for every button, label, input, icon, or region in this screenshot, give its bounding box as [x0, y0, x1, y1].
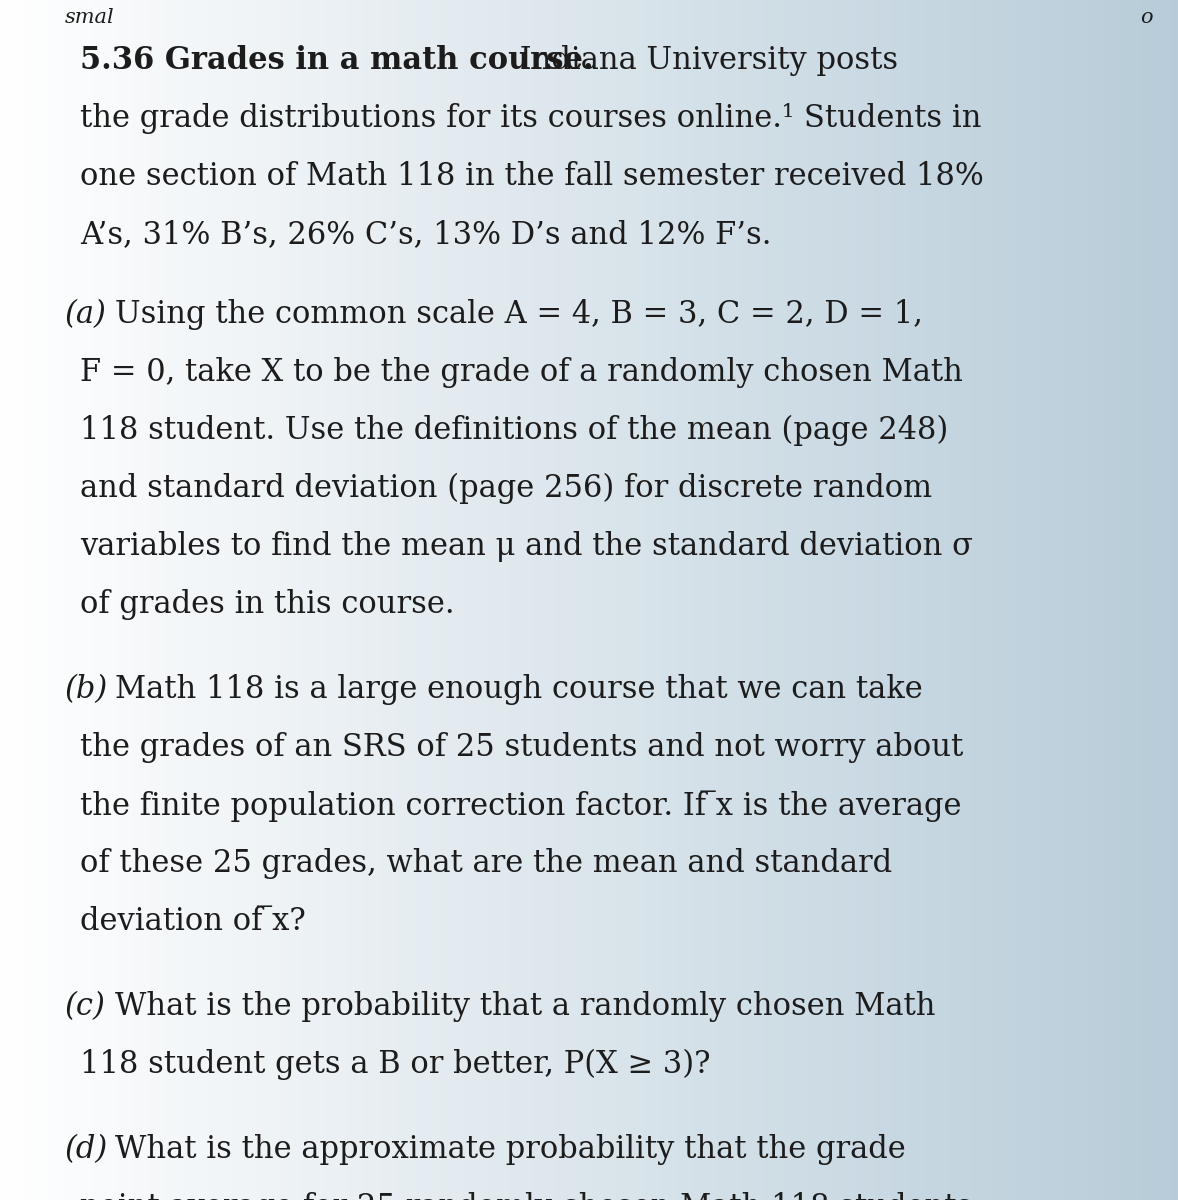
- Text: What is the probability that a randomly chosen Math: What is the probability that a randomly …: [115, 991, 935, 1022]
- Text: A’s, 31% B’s, 26% C’s, 13% D’s and 12% F’s.: A’s, 31% B’s, 26% C’s, 13% D’s and 12% F…: [80, 218, 772, 250]
- Text: of grades in this course.: of grades in this course.: [80, 589, 455, 620]
- Text: (a): (a): [65, 299, 107, 330]
- Text: one section of Math 118 in the fall semester received 18%: one section of Math 118 in the fall seme…: [80, 161, 984, 192]
- Text: point average for 25 randomly chosen Math 118 students: point average for 25 randomly chosen Mat…: [80, 1192, 972, 1200]
- Text: the grade distributions for its courses online.¹ Students in: the grade distributions for its courses …: [80, 103, 981, 134]
- Text: o: o: [1140, 8, 1152, 26]
- Text: 118 student. Use the definitions of the mean (page 248): 118 student. Use the definitions of the …: [80, 415, 948, 446]
- Text: F = 0, take X to be the grade of a randomly chosen Math: F = 0, take X to be the grade of a rando…: [80, 358, 962, 388]
- Text: 5.36 Grades in a math course.: 5.36 Grades in a math course.: [80, 44, 594, 76]
- Text: of these 25 grades, what are the mean and standard: of these 25 grades, what are the mean an…: [80, 848, 892, 878]
- Text: smal: smal: [65, 8, 114, 26]
- Text: (c): (c): [65, 991, 106, 1022]
- Text: variables to find the mean μ and the standard deviation σ: variables to find the mean μ and the sta…: [80, 530, 973, 562]
- Text: What is the approximate probability that the grade: What is the approximate probability that…: [115, 1134, 906, 1165]
- Text: 118 student gets a B or better, P(X ≥ 3)?: 118 student gets a B or better, P(X ≥ 3)…: [80, 1049, 710, 1080]
- Text: the finite population correction factor. If ̅x is the average: the finite population correction factor.…: [80, 790, 961, 822]
- Text: (d): (d): [65, 1134, 108, 1165]
- Text: and standard deviation (page 256) for discrete random: and standard deviation (page 256) for di…: [80, 473, 932, 504]
- Text: Math 118 is a large enough course that we can take: Math 118 is a large enough course that w…: [115, 674, 922, 704]
- Text: (b): (b): [65, 674, 108, 704]
- Text: deviation of ̅x?: deviation of ̅x?: [80, 906, 306, 937]
- Text: the grades of an SRS of 25 students and not worry about: the grades of an SRS of 25 students and …: [80, 732, 964, 763]
- Text: Indiana University posts: Indiana University posts: [510, 44, 898, 76]
- Text: Using the common scale A = 4, B = 3, C = 2, D = 1,: Using the common scale A = 4, B = 3, C =…: [115, 299, 922, 330]
